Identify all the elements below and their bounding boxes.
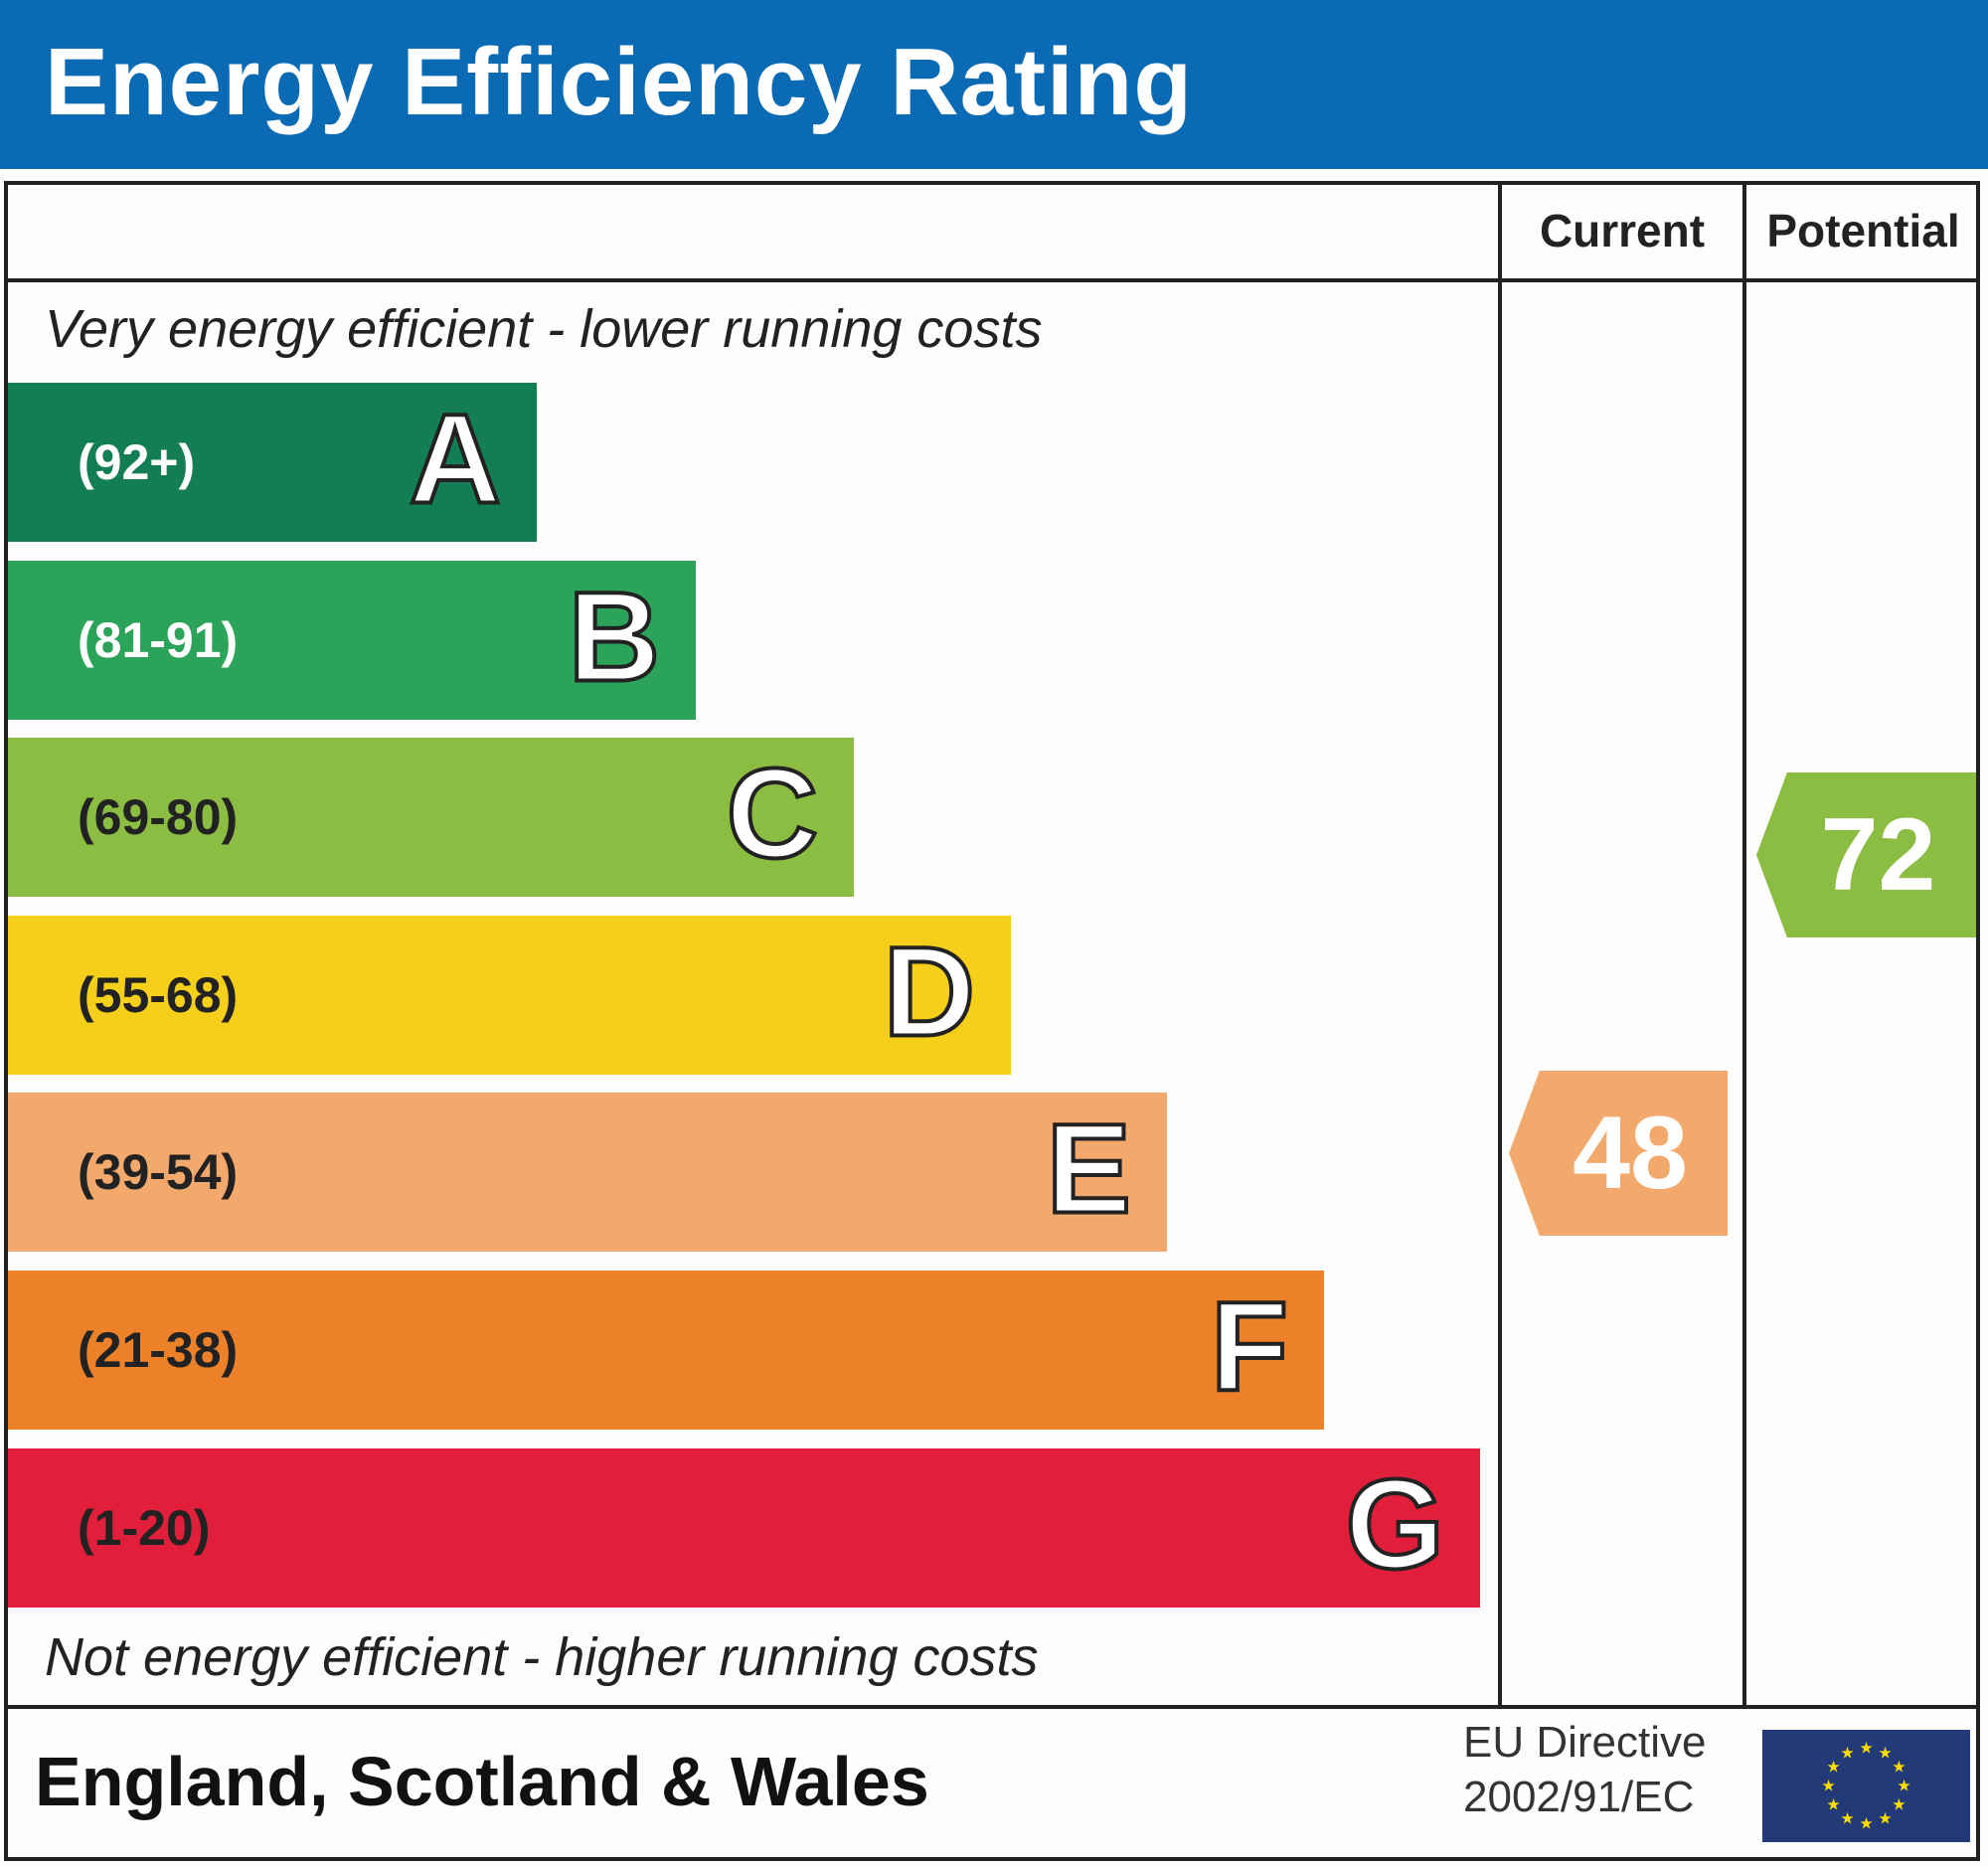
top-note: Very energy efficient - lower running co… <box>45 299 1043 359</box>
chart-title: Energy Efficiency Rating <box>45 29 1193 135</box>
star-icon: ★ <box>1897 1779 1910 1795</box>
column-header-potential: Potential <box>1766 205 1960 256</box>
band-letter: E <box>1045 1097 1133 1243</box>
star-icon: ★ <box>1859 1741 1873 1758</box>
star-icon: ★ <box>1878 1810 1892 1827</box>
band-range: (69-80) <box>78 789 239 846</box>
band-bar-c: (69-80) C <box>8 738 854 898</box>
band-letter: B <box>567 564 662 710</box>
band-range: (92+) <box>78 434 196 490</box>
band-letter: D <box>882 919 977 1065</box>
region-label: England, Scotland & Wales <box>35 1743 929 1820</box>
column-divider-current <box>1498 181 1502 1707</box>
band-bar-e: (39-54) E <box>8 1093 1167 1253</box>
directive-line2: 2002/91/EC <box>1463 1773 1695 1821</box>
header-divider <box>4 278 1980 282</box>
band-letter: G <box>1343 1451 1446 1598</box>
band-letter: C <box>725 742 820 888</box>
band-range: (1-20) <box>78 1499 211 1556</box>
band-bar-f: (21-38) F <box>8 1271 1324 1430</box>
directive-line1: EU Directive <box>1463 1718 1707 1767</box>
eu-flag-icon: ★ ★ ★ ★ ★ ★ ★ ★ ★ ★ ★ ★ <box>1762 1730 1970 1842</box>
band-range: (21-38) <box>78 1322 239 1378</box>
band-letter: F <box>1209 1274 1290 1421</box>
column-divider-potential <box>1742 181 1746 1707</box>
band-range: (39-54) <box>78 1144 239 1201</box>
band-range: (81-91) <box>78 611 239 668</box>
band-bar-a: (92+) A <box>8 383 537 542</box>
star-icon: ★ <box>1878 1746 1892 1763</box>
title-banner <box>0 0 1988 169</box>
band-bar-b: (81-91) B <box>8 560 696 720</box>
footer-divider <box>4 1705 1980 1709</box>
band-letter: A <box>408 387 503 533</box>
star-icon: ★ <box>1892 1797 1905 1814</box>
current-rating-value: 48 <box>1573 1095 1688 1211</box>
potential-rating-value: 72 <box>1820 796 1936 913</box>
band-bar-g: (1-20) G <box>8 1447 1480 1608</box>
star-icon: ★ <box>1821 1779 1835 1795</box>
current-rating-arrow: 48 <box>1509 1071 1728 1236</box>
star-icon: ★ <box>1826 1797 1840 1814</box>
star-icon: ★ <box>1859 1816 1873 1833</box>
band-range: (55-68) <box>78 966 239 1023</box>
bottom-note: Not energy efficient - higher running co… <box>45 1627 1039 1687</box>
column-header-current: Current <box>1539 205 1706 256</box>
star-icon: ★ <box>1840 1746 1854 1763</box>
potential-rating-arrow: 72 <box>1756 772 1976 937</box>
star-icon: ★ <box>1840 1810 1854 1827</box>
star-icon: ★ <box>1826 1760 1840 1777</box>
band-bar-d: (55-68) D <box>8 915 1011 1075</box>
chart-frame <box>4 181 1980 1861</box>
star-icon: ★ <box>1892 1760 1905 1777</box>
